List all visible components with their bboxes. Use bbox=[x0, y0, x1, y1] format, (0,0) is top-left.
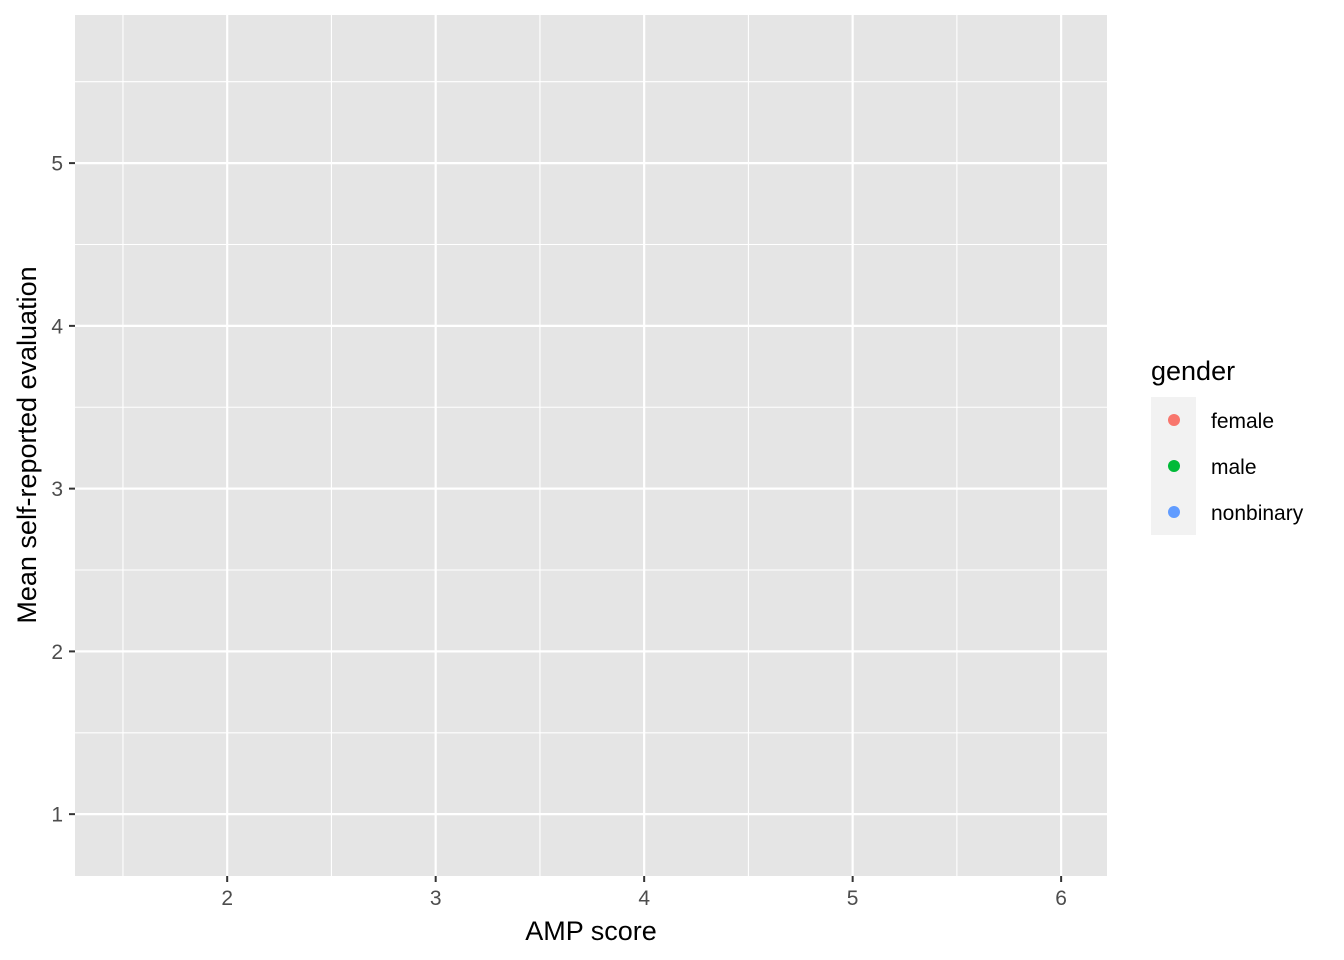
plot-panel bbox=[75, 15, 1107, 876]
y-tick-label: 2 bbox=[51, 641, 63, 664]
x-tick-label: 6 bbox=[1055, 887, 1067, 910]
legend-key-nonbinary bbox=[1168, 506, 1180, 518]
x-axis-title: AMP score bbox=[525, 916, 657, 946]
y-tick-label: 5 bbox=[51, 153, 63, 176]
legend-label-male: male bbox=[1211, 456, 1257, 479]
major-grid bbox=[75, 15, 1107, 876]
y-tick-label: 4 bbox=[51, 315, 63, 338]
y-tick-label: 3 bbox=[51, 478, 63, 501]
y-tick-label: 1 bbox=[51, 804, 63, 827]
y-axis: 1 2 3 4 5 bbox=[51, 153, 75, 827]
legend-label-female: female bbox=[1211, 410, 1274, 433]
x-tick-label: 5 bbox=[847, 887, 859, 910]
minor-grid bbox=[75, 15, 1107, 876]
x-tick-label: 3 bbox=[430, 887, 442, 910]
x-tick-label: 4 bbox=[638, 887, 650, 910]
y-axis-title: Mean self-reported evaluation bbox=[12, 266, 42, 623]
x-tick-label: 2 bbox=[221, 887, 233, 910]
legend-title: gender bbox=[1151, 356, 1235, 386]
legend-entries: female male nonbinary bbox=[1168, 410, 1304, 525]
x-axis: 2 3 4 5 6 bbox=[221, 876, 1067, 910]
legend-key-male bbox=[1168, 460, 1180, 472]
legend-label-nonbinary: nonbinary bbox=[1211, 502, 1304, 525]
legend: gender female male nonbinary bbox=[1151, 356, 1304, 535]
legend-key-female bbox=[1168, 414, 1180, 426]
